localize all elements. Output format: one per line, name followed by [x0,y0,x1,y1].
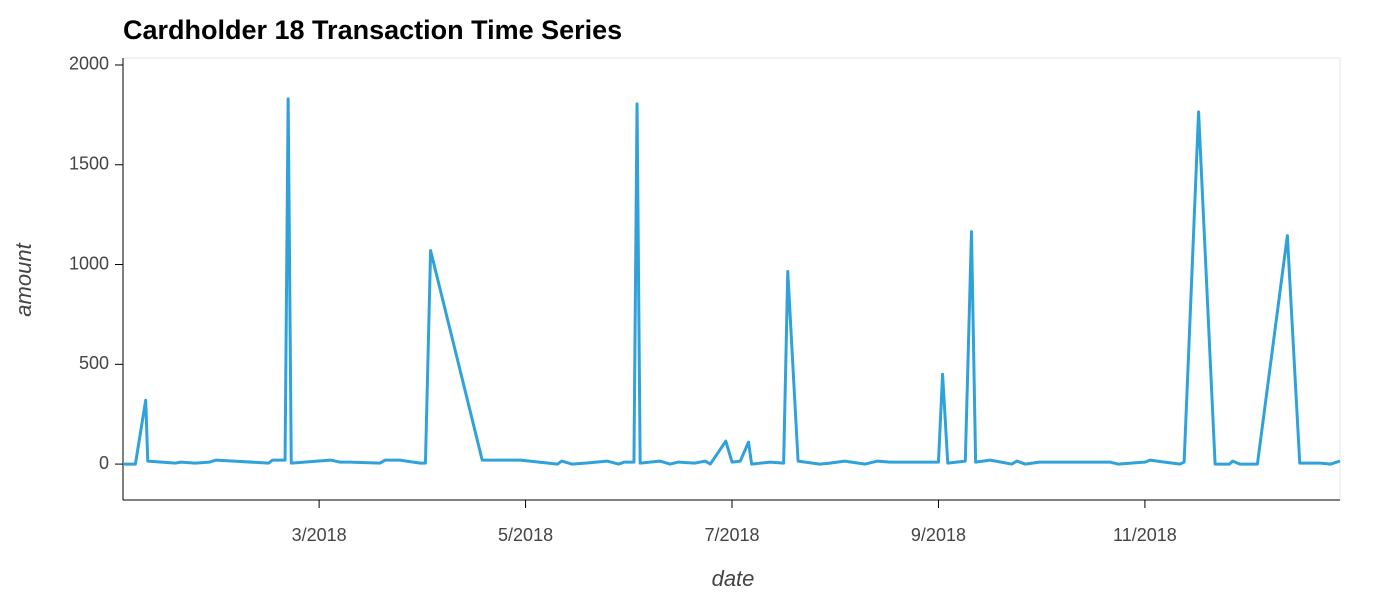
x-tick-label: 5/2018 [498,525,553,545]
chart-title: Cardholder 18 Transaction Time Series [123,15,622,45]
series-line [123,97,1341,466]
y-axis-label: amount [11,242,36,316]
x-tick-label: 11/2018 [1113,525,1177,545]
y-tick-label: 500 [79,353,109,373]
y-tick-label: 1000 [69,253,109,273]
x-tick-label: 3/2018 [292,525,347,545]
y-tick-label: 1500 [69,154,109,174]
y-tick-label: 0 [99,453,109,473]
y-tick-label: 2000 [69,54,109,74]
x-axis-label: date [712,566,755,591]
x-tick-label: 7/2018 [704,525,759,545]
plot-frame [122,57,1341,501]
x-tick-label: 9/2018 [911,525,966,545]
